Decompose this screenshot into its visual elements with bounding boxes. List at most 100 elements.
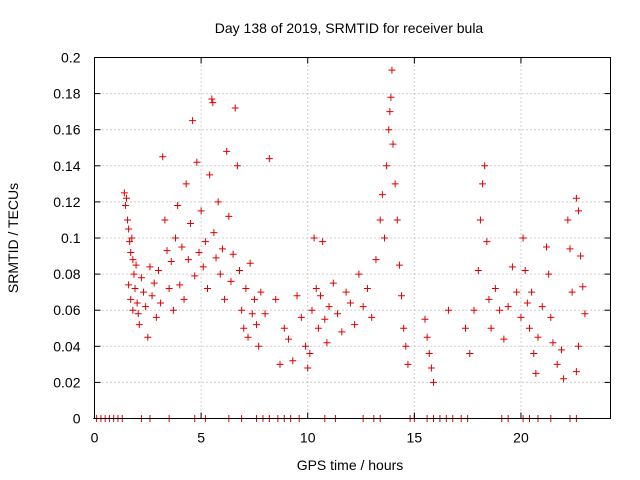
data-point <box>577 252 585 260</box>
data-point <box>240 324 248 332</box>
data-point <box>404 360 412 368</box>
data-point <box>387 93 395 101</box>
data-point <box>161 216 169 224</box>
data-point <box>163 247 171 255</box>
data-point <box>474 266 482 274</box>
x-tick-label: 15 <box>407 430 423 446</box>
data-point <box>172 234 180 242</box>
data-point <box>285 335 293 343</box>
data-point <box>325 303 333 311</box>
data-point <box>142 303 150 311</box>
grid <box>94 57 611 419</box>
data-point <box>388 66 396 74</box>
data-point <box>398 292 406 300</box>
data-point <box>197 207 205 215</box>
data-point <box>400 324 408 332</box>
y-tick-label: 0.02 <box>53 374 80 390</box>
plot-frame <box>94 57 611 419</box>
data-point <box>227 277 235 285</box>
data-point <box>380 234 388 242</box>
data-point <box>154 266 162 274</box>
data-point <box>557 346 565 354</box>
data-point <box>508 263 516 271</box>
data-point <box>389 140 397 148</box>
data-point <box>425 350 433 358</box>
data-points <box>93 66 589 422</box>
data-point <box>206 171 214 179</box>
data-point <box>167 257 175 265</box>
data-point <box>543 243 551 251</box>
data-point <box>444 306 452 314</box>
data-point <box>321 315 329 323</box>
data-point <box>121 202 129 210</box>
data-point <box>314 324 322 332</box>
data-point <box>125 225 133 233</box>
data-point <box>184 256 192 264</box>
data-point <box>306 350 314 358</box>
data-point <box>302 342 310 350</box>
data-point <box>329 279 337 287</box>
y-tick-label: 0.16 <box>53 122 80 138</box>
data-point <box>385 126 393 134</box>
data-point <box>255 342 263 350</box>
data-point <box>513 288 521 296</box>
data-point <box>319 238 327 246</box>
data-point <box>191 272 199 280</box>
data-point <box>297 313 305 321</box>
data-point <box>280 324 288 332</box>
data-point <box>218 245 226 253</box>
x-tick-label: 0 <box>91 430 99 446</box>
data-point <box>523 299 531 307</box>
data-point <box>338 328 346 336</box>
data-point <box>133 299 141 307</box>
data-point <box>229 250 237 258</box>
data-point <box>421 315 429 323</box>
data-point <box>169 306 177 314</box>
data-point <box>193 158 201 166</box>
data-point <box>310 234 318 242</box>
data-point <box>176 281 184 289</box>
data-point <box>476 216 484 224</box>
data-point <box>120 189 128 197</box>
data-point <box>233 162 241 170</box>
data-point <box>146 263 154 271</box>
data-point <box>129 306 137 314</box>
data-point <box>223 147 231 155</box>
data-point <box>134 310 142 318</box>
data-point <box>122 194 130 202</box>
data-point <box>581 310 589 318</box>
data-point <box>248 310 256 318</box>
data-point <box>568 288 576 296</box>
data-point <box>131 285 139 293</box>
data-point <box>127 248 135 256</box>
data-point <box>308 306 316 314</box>
data-point <box>532 369 540 377</box>
data-point <box>519 234 527 242</box>
data-point <box>231 104 239 112</box>
data-point <box>189 117 197 125</box>
data-point <box>152 313 160 321</box>
data-point <box>487 324 495 332</box>
data-point <box>355 270 363 278</box>
data-point <box>214 198 222 206</box>
data-point <box>517 313 525 321</box>
data-point <box>180 295 188 303</box>
data-point <box>545 270 553 278</box>
data-point <box>572 194 580 202</box>
data-point <box>186 220 194 228</box>
data-point <box>272 295 280 303</box>
y-tick-label: 0.08 <box>53 266 80 282</box>
data-point <box>157 299 165 307</box>
data-point <box>530 350 538 358</box>
x-axis-label: GPS time / hours <box>297 457 404 473</box>
data-point <box>560 375 568 383</box>
y-axis-label: SRMTID / TECUs <box>5 183 21 293</box>
data-point <box>496 306 504 314</box>
data-point <box>178 243 186 251</box>
data-point <box>250 295 258 303</box>
data-point <box>304 364 312 372</box>
data-point <box>126 238 134 246</box>
data-point <box>359 303 367 311</box>
x-tick-label: 10 <box>300 430 316 446</box>
